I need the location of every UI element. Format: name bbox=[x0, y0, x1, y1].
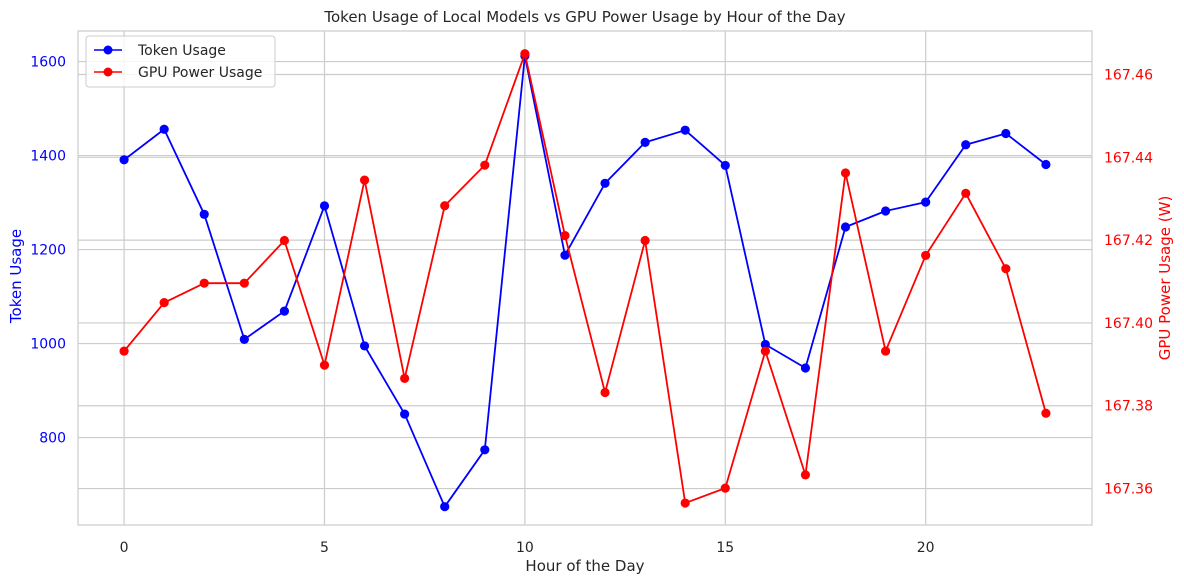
data-point-gpu-power-usage bbox=[480, 160, 490, 170]
left-y-axis-label: Token Usage bbox=[7, 229, 25, 324]
left-y-tick-label: 1600 bbox=[30, 55, 66, 71]
x-tick-label: 0 bbox=[120, 540, 129, 556]
data-point-gpu-power-usage bbox=[720, 483, 730, 493]
data-point-token-usage bbox=[921, 197, 931, 207]
legend: Token Usage GPU Power Usage bbox=[85, 35, 276, 88]
x-tick-label: 10 bbox=[516, 540, 534, 556]
data-point-gpu-power-usage bbox=[760, 346, 770, 356]
x-tick-label: 5 bbox=[320, 540, 329, 556]
data-point-gpu-power-usage bbox=[239, 278, 249, 288]
legend-label-token-usage: Token Usage bbox=[137, 43, 226, 59]
plot-frame bbox=[77, 30, 1093, 526]
data-point-token-usage bbox=[600, 178, 610, 188]
right-y-tick-label: 167.36 bbox=[1104, 482, 1153, 498]
right-y-tick-label: 167.38 bbox=[1104, 399, 1153, 415]
data-point-token-usage bbox=[480, 445, 490, 455]
series-gpu-power-usage bbox=[119, 49, 1051, 508]
data-point-gpu-power-usage bbox=[520, 49, 530, 59]
data-point-gpu-power-usage bbox=[1041, 408, 1051, 418]
right-y-tick-label: 167.42 bbox=[1104, 233, 1153, 249]
left-y-tick-label: 800 bbox=[39, 431, 66, 447]
data-point-token-usage bbox=[239, 334, 249, 344]
data-point-gpu-power-usage bbox=[680, 498, 690, 508]
data-point-token-usage bbox=[840, 222, 851, 232]
data-point-gpu-power-usage bbox=[359, 175, 370, 185]
series-layer bbox=[119, 49, 1051, 512]
legend-box bbox=[85, 35, 276, 88]
right-y-tick-label: 167.40 bbox=[1104, 316, 1153, 332]
data-point-token-usage bbox=[720, 160, 730, 171]
data-point-token-usage bbox=[800, 363, 811, 373]
right-y-tick-label: 167.44 bbox=[1104, 150, 1153, 166]
data-point-gpu-power-usage bbox=[560, 230, 570, 241]
series-token-usage bbox=[119, 51, 1051, 512]
data-point-token-usage bbox=[1001, 128, 1011, 139]
data-point-token-usage bbox=[119, 155, 129, 165]
legend-marker-token-usage bbox=[103, 45, 113, 55]
data-point-gpu-power-usage bbox=[159, 298, 169, 308]
right-y-axis-label: GPU Power Usage (W) bbox=[1156, 196, 1174, 361]
right-y-tick-label: 167.46 bbox=[1104, 67, 1153, 83]
data-point-gpu-power-usage bbox=[640, 235, 650, 246]
data-point-token-usage bbox=[319, 201, 330, 211]
data-point-gpu-power-usage bbox=[921, 250, 931, 261]
data-point-gpu-power-usage bbox=[961, 188, 971, 198]
data-point-gpu-power-usage bbox=[440, 201, 450, 211]
data-point-token-usage bbox=[961, 140, 971, 150]
data-point-token-usage bbox=[1041, 159, 1051, 170]
data-point-token-usage bbox=[400, 409, 410, 419]
right-y-tick-labels: 167.36 167.38 167.40 167.42 167.44 167.46 bbox=[1104, 67, 1153, 497]
data-point-token-usage bbox=[640, 137, 650, 147]
data-point-gpu-power-usage bbox=[400, 373, 410, 384]
x-gridlines bbox=[123, 31, 927, 525]
chart-title: Token Usage of Local Models vs GPU Power… bbox=[323, 8, 845, 26]
data-point-token-usage bbox=[359, 341, 370, 351]
data-point-gpu-power-usage bbox=[880, 346, 891, 356]
data-point-token-usage bbox=[680, 125, 690, 135]
data-point-gpu-power-usage bbox=[840, 168, 851, 178]
left-y-tick-labels: 800 1000 1200 1400 1600 bbox=[30, 55, 66, 447]
left-y-tick-label: 1000 bbox=[30, 337, 66, 353]
x-tick-label: 20 bbox=[917, 540, 935, 556]
x-axis-label: Hour of the Day bbox=[525, 557, 644, 575]
data-point-gpu-power-usage bbox=[279, 235, 290, 246]
data-point-token-usage bbox=[279, 306, 290, 316]
data-point-gpu-power-usage bbox=[199, 278, 209, 288]
x-tick-labels: 0 5 10 15 20 bbox=[120, 540, 935, 556]
data-point-token-usage bbox=[560, 250, 570, 260]
data-point-token-usage bbox=[760, 339, 770, 350]
data-point-gpu-power-usage bbox=[1001, 264, 1011, 274]
data-point-gpu-power-usage bbox=[600, 387, 610, 398]
data-point-token-usage bbox=[440, 502, 450, 512]
series-line-token-usage bbox=[123, 55, 1047, 508]
data-point-token-usage bbox=[199, 209, 209, 219]
left-y-tick-label: 1200 bbox=[30, 243, 66, 259]
legend-label-gpu-power-usage: GPU Power Usage bbox=[138, 65, 262, 81]
legend-marker-gpu-power-usage bbox=[103, 67, 113, 77]
right-y-gridlines bbox=[78, 73, 1092, 490]
data-point-gpu-power-usage bbox=[800, 470, 811, 480]
left-y-gridlines bbox=[78, 60, 1092, 439]
left-y-tick-label: 1400 bbox=[30, 149, 66, 165]
data-point-gpu-power-usage bbox=[319, 360, 330, 370]
data-point-token-usage bbox=[880, 206, 891, 216]
data-point-gpu-power-usage bbox=[119, 346, 129, 356]
series-line-gpu-power-usage bbox=[123, 52, 1047, 504]
data-point-token-usage bbox=[159, 124, 169, 134]
x-tick-label: 15 bbox=[716, 540, 734, 556]
